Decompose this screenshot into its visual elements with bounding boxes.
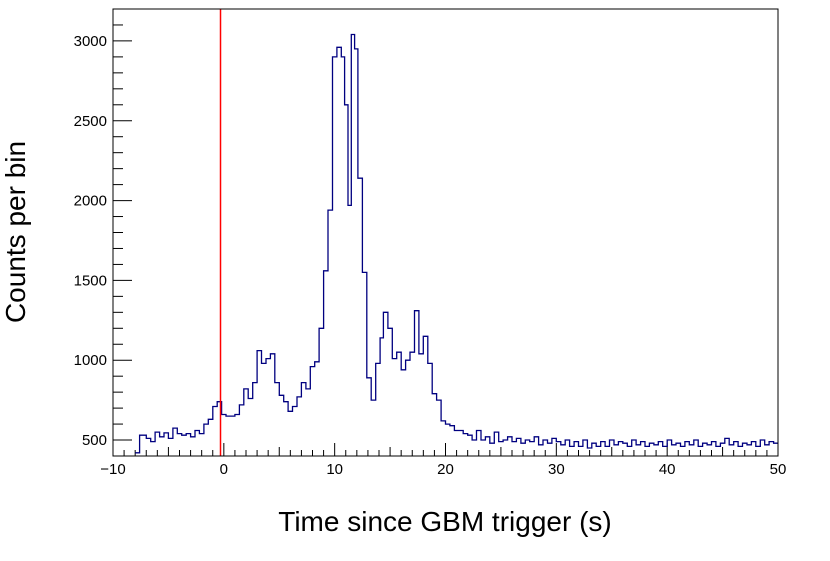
x-tick-label: 30 bbox=[548, 461, 565, 478]
plot-frame bbox=[112, 8, 779, 457]
x-tick-labels: −10 0 10 20 30 40 50 bbox=[100, 461, 786, 478]
y-tick-label: 2500 bbox=[74, 113, 107, 130]
y-tick-label: 2000 bbox=[74, 193, 107, 210]
y-tick-label: 500 bbox=[82, 432, 107, 449]
y-tick-labels: 500 1000 1500 2000 2500 3000 bbox=[74, 33, 107, 449]
x-tick-label: 20 bbox=[437, 461, 454, 478]
y-tick-label: 1500 bbox=[74, 272, 107, 289]
x-tick-label: −10 bbox=[100, 461, 125, 478]
y-tick-label: 3000 bbox=[74, 33, 107, 50]
histogram-series bbox=[135, 33, 778, 454]
x-tick-label: 40 bbox=[659, 461, 676, 478]
y-tick-label: 1000 bbox=[74, 352, 107, 369]
x-tick-label: 10 bbox=[326, 461, 343, 478]
x-tick-label: 0 bbox=[220, 461, 228, 478]
x-axis-label: Time since GBM trigger (s) bbox=[278, 506, 611, 537]
axis-ticks bbox=[112, 8, 779, 457]
x-tick-label: 50 bbox=[770, 461, 787, 478]
y-axis-label: Counts per bin bbox=[0, 141, 31, 323]
